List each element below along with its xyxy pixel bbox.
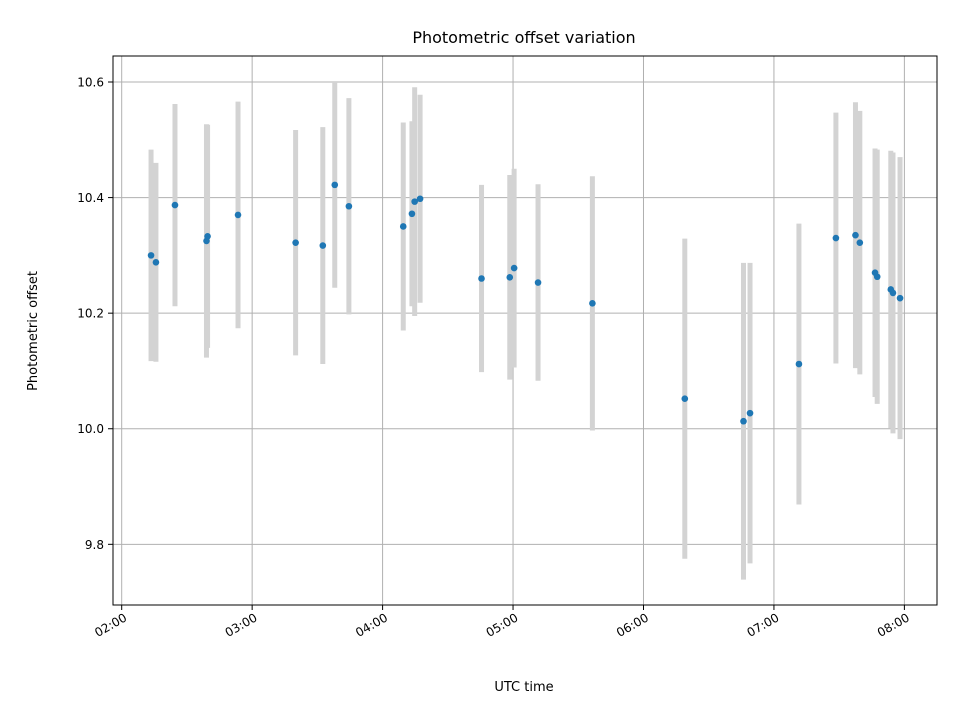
data-point	[411, 198, 418, 205]
x-axis-label: UTC time	[494, 680, 553, 695]
data-point	[478, 275, 485, 282]
data-point	[534, 279, 542, 286]
data-points	[147, 181, 904, 425]
data-point	[852, 231, 859, 239]
y-tick-label: 10.4	[77, 191, 104, 205]
y-axis-label: Photometric offset	[26, 271, 41, 391]
data-point	[506, 274, 514, 281]
data-point	[152, 259, 160, 266]
chart-title: Photometric offset variation	[412, 28, 635, 47]
data-point	[171, 201, 179, 209]
data-point	[889, 289, 897, 297]
data-point	[896, 294, 904, 302]
data-point	[399, 223, 407, 230]
y-tick-label: 9.8	[85, 538, 104, 552]
data-point	[681, 395, 689, 402]
data-point	[416, 195, 424, 203]
y-tick-label: 10.0	[77, 422, 104, 436]
y-tick-label: 10.6	[77, 76, 104, 90]
data-point	[589, 300, 596, 307]
data-point	[331, 181, 339, 189]
data-point	[204, 233, 211, 240]
data-point	[345, 202, 353, 210]
data-point	[234, 211, 242, 219]
plot-frame	[112, 55, 938, 606]
data-point	[147, 252, 155, 259]
data-point	[740, 417, 747, 425]
data-point	[856, 239, 864, 246]
data-point	[746, 409, 754, 417]
y-tick-label: 10.2	[77, 307, 104, 321]
data-point	[510, 264, 518, 272]
data-point	[795, 360, 803, 368]
data-point	[832, 234, 840, 242]
data-point	[319, 242, 327, 249]
data-point	[408, 210, 416, 218]
data-point	[873, 273, 881, 281]
data-point	[292, 239, 299, 246]
